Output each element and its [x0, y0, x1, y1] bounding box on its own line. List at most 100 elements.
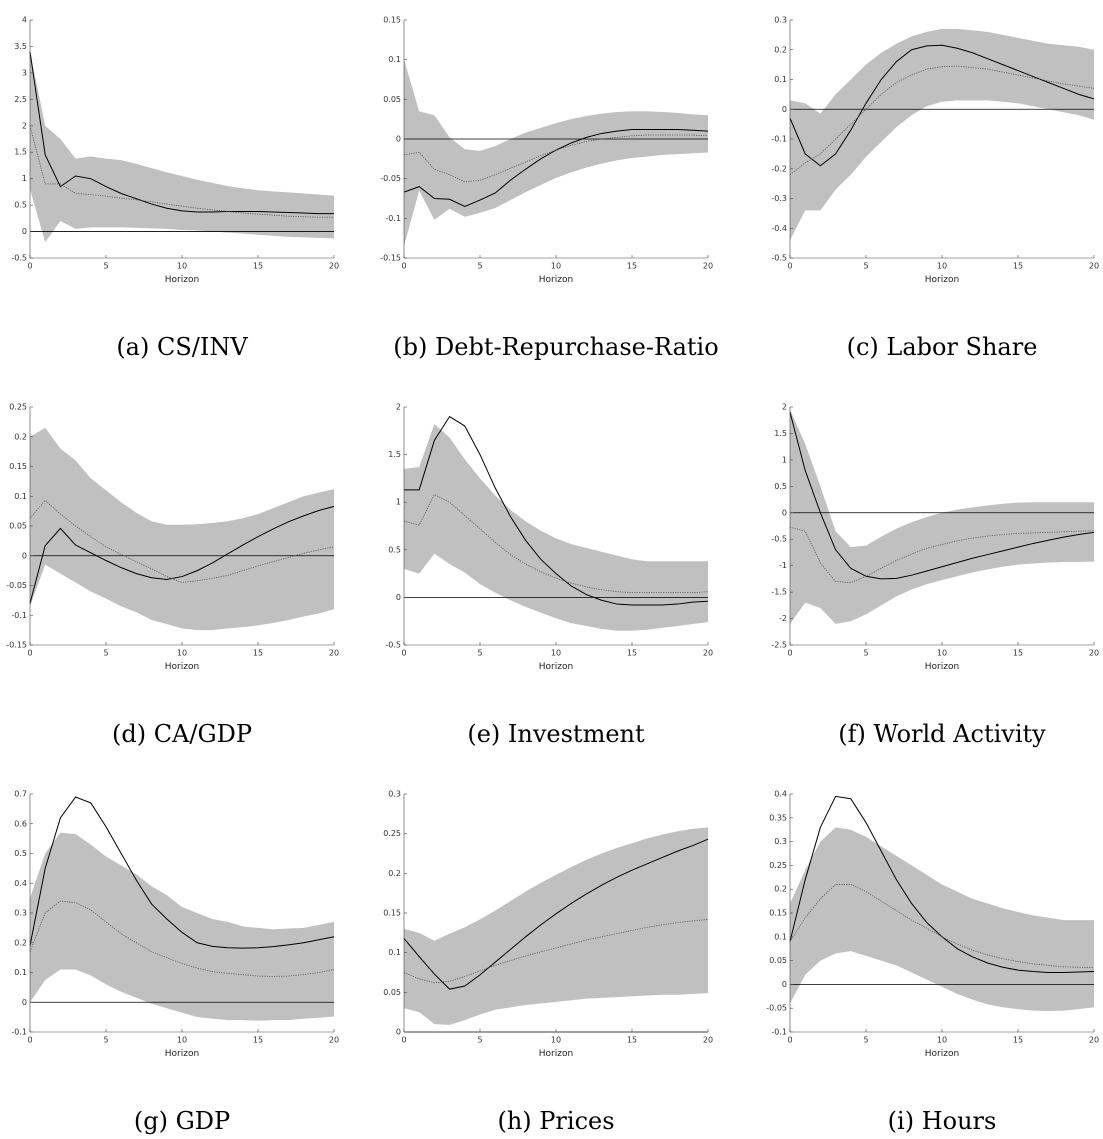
y-tick-label: 0	[782, 105, 787, 114]
x-tick-label: 20	[329, 649, 339, 658]
caption: (c) Labor Share	[847, 333, 1038, 361]
y-tick-label: 0.15	[9, 462, 27, 471]
x-tick-label: 5	[103, 649, 108, 658]
y-tick-label: 0	[22, 227, 27, 236]
confidence-band	[30, 427, 334, 631]
irf-line	[403, 838, 709, 990]
confidence-band	[790, 28, 1094, 241]
x-tick-label: 10	[937, 1036, 947, 1045]
confidence-band	[404, 59, 708, 247]
x-tick-label: 15	[1013, 649, 1023, 658]
y-tick-label: 0.5	[774, 482, 787, 491]
y-tick-label: 2	[782, 403, 787, 412]
x-tick-label: 5	[477, 649, 482, 658]
y-tick-label: -0.5	[11, 254, 27, 263]
y-tick-label: 0.7	[14, 790, 27, 799]
x-tick-label: 5	[103, 262, 108, 271]
y-tick-label: 3	[22, 68, 27, 77]
y-tick-label: 2	[22, 121, 27, 130]
irf-line	[29, 499, 335, 583]
y-tick-label: -1	[779, 561, 787, 570]
y-tick-label: 0.1	[774, 932, 787, 941]
irf-line	[789, 412, 1095, 580]
y-tick-label: -2.5	[771, 641, 787, 650]
x-tick-label: 15	[627, 649, 637, 658]
x-axis-label: Horizon	[539, 662, 573, 672]
y-tick-label: 0.6	[14, 819, 27, 828]
y-tick-label: 0.2	[774, 885, 787, 894]
x-tick-label: 10	[551, 262, 561, 271]
y-tick-label: 0.35	[769, 813, 787, 822]
y-tick-label: 0.2	[14, 938, 27, 947]
x-tick-label: 10	[551, 1036, 561, 1045]
y-tick-label: -0.4	[771, 224, 787, 233]
confidence-band	[404, 424, 708, 631]
y-tick-label: 0	[22, 998, 27, 1007]
y-tick-label: -0.05	[380, 174, 401, 183]
y-tick-label: 0.5	[14, 201, 27, 210]
caption: (a) CS/INV	[116, 333, 248, 361]
x-tick-label: 10	[551, 649, 561, 658]
y-tick-label: 1	[782, 455, 787, 464]
x-tick-label: 0	[787, 649, 792, 658]
y-tick-label: 0	[396, 1028, 401, 1037]
irf-line	[403, 128, 709, 207]
y-tick-label: 1.5	[774, 429, 787, 438]
y-tick-label: 0.1	[14, 968, 27, 977]
x-tick-label: 15	[253, 649, 263, 658]
y-tick-label: 2.5	[14, 95, 27, 104]
x-tick-label: 0	[787, 1036, 792, 1045]
x-tick-label: 10	[937, 649, 947, 658]
x-axis-label: Horizon	[539, 1049, 573, 1059]
x-tick-label: 15	[253, 262, 263, 271]
y-tick-label: 1	[22, 174, 27, 183]
y-tick-label: 0.25	[769, 861, 787, 870]
caption: (i) Hours	[888, 1107, 997, 1135]
irf-line	[403, 918, 709, 984]
y-tick-label: 0.3	[14, 909, 27, 918]
x-axis-label: Horizon	[925, 275, 959, 285]
x-tick-label: 10	[177, 262, 187, 271]
y-tick-label: 0.4	[774, 790, 787, 799]
x-axis-label: Horizon	[539, 275, 573, 285]
irf-line	[789, 795, 1095, 973]
x-tick-label: 20	[703, 262, 713, 271]
x-tick-label: 10	[177, 1036, 187, 1045]
x-axis-label: Horizon	[925, 1049, 959, 1059]
y-tick-label: 3.5	[14, 42, 27, 51]
x-axis-label: Horizon	[925, 662, 959, 672]
irf-line	[29, 51, 334, 215]
y-tick-label: 0.3	[774, 837, 787, 846]
y-tick-label: -0.1	[771, 1028, 787, 1037]
x-tick-label: 5	[863, 262, 868, 271]
x-tick-label: 15	[627, 1036, 637, 1045]
x-tick-label: 5	[477, 262, 482, 271]
x-tick-label: 0	[27, 649, 32, 658]
y-tick-label: 0.1	[388, 55, 401, 64]
caption: (e) Investment	[467, 720, 645, 748]
x-tick-label: 15	[1013, 262, 1023, 271]
y-tick-label: 0.15	[769, 909, 787, 918]
y-tick-label: 0.05	[769, 956, 787, 965]
y-tick-label: -0.1	[11, 1028, 27, 1037]
y-tick-label: 0	[782, 980, 787, 989]
y-tick-label: -0.5	[771, 254, 787, 263]
x-tick-label: 0	[401, 1036, 406, 1045]
irf-line	[404, 415, 709, 606]
x-tick-label: 15	[253, 1036, 263, 1045]
y-tick-label: -2	[779, 614, 787, 623]
caption: (g) GDP	[134, 1107, 230, 1135]
x-tick-label: 10	[177, 649, 187, 658]
x-tick-label: 5	[863, 1036, 868, 1045]
caption: (d) CA/GDP	[112, 720, 252, 748]
y-tick-label: 0.2	[388, 869, 401, 878]
y-tick-label: 0.25	[9, 403, 27, 412]
y-tick-label: -0.1	[385, 214, 401, 223]
x-tick-label: 20	[329, 262, 339, 271]
y-tick-label: -0.1	[11, 611, 27, 620]
y-tick-label: 0.1	[774, 75, 787, 84]
y-tick-label: 0.05	[9, 522, 27, 531]
caption: (h) Prices	[497, 1107, 614, 1135]
confidence-band	[790, 827, 1094, 1012]
x-tick-label: 10	[937, 262, 947, 271]
